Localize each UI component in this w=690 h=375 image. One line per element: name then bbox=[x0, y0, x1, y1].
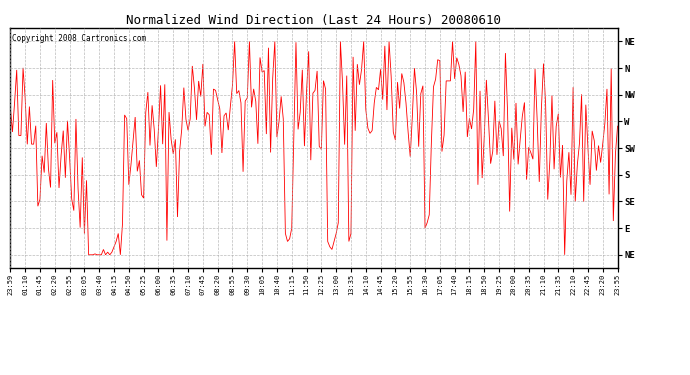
Title: Normalized Wind Direction (Last 24 Hours) 20080610: Normalized Wind Direction (Last 24 Hours… bbox=[126, 14, 502, 27]
Text: Copyright 2008 Cartronics.com: Copyright 2008 Cartronics.com bbox=[12, 34, 146, 43]
